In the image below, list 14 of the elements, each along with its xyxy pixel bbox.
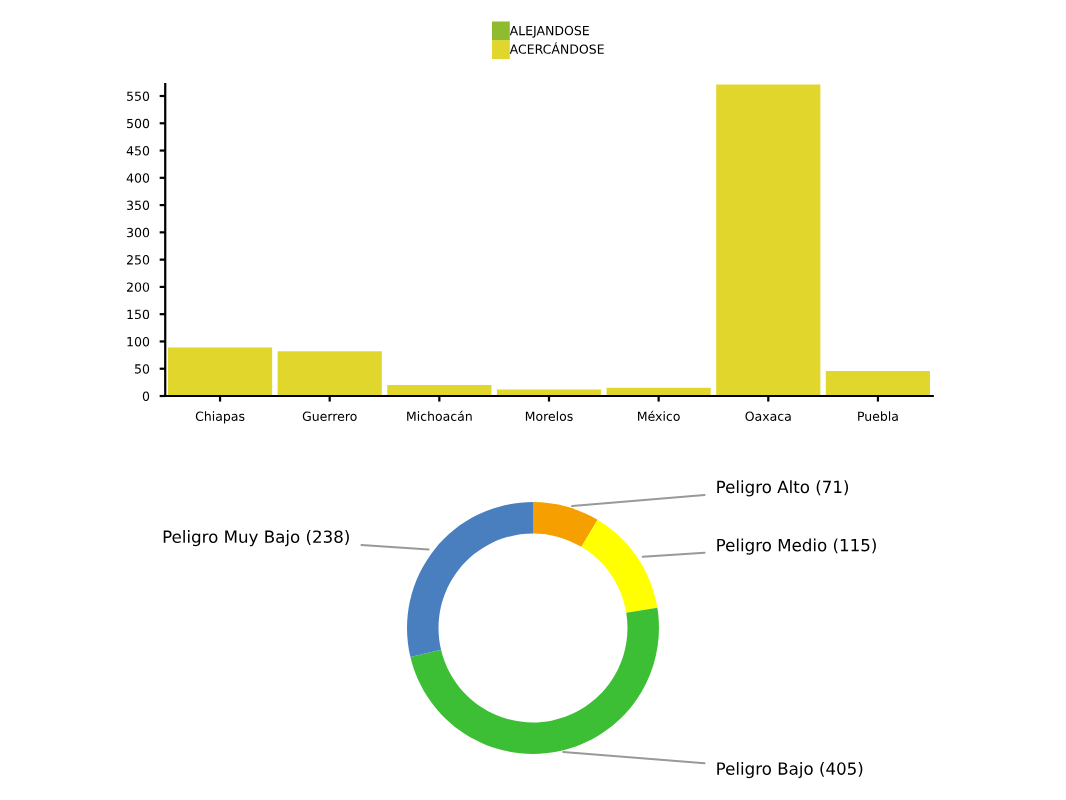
slice-label: Peligro Muy Bajo (238)	[163, 530, 349, 547]
donut-slice	[410, 607, 659, 754]
bar	[387, 385, 492, 396]
donut-slice	[533, 502, 598, 547]
slice-label: Peligro Bajo (405)	[717, 762, 863, 779]
bar	[167, 347, 273, 396]
slice-label: Peligro Medio (115)	[717, 538, 876, 555]
bar	[496, 389, 602, 396]
donut-slice	[407, 502, 533, 658]
bar	[277, 351, 382, 396]
bar	[716, 84, 821, 396]
donut-slice	[581, 519, 658, 613]
slice-label: Peligro Alto (71)	[717, 480, 849, 497]
bar	[825, 370, 931, 396]
